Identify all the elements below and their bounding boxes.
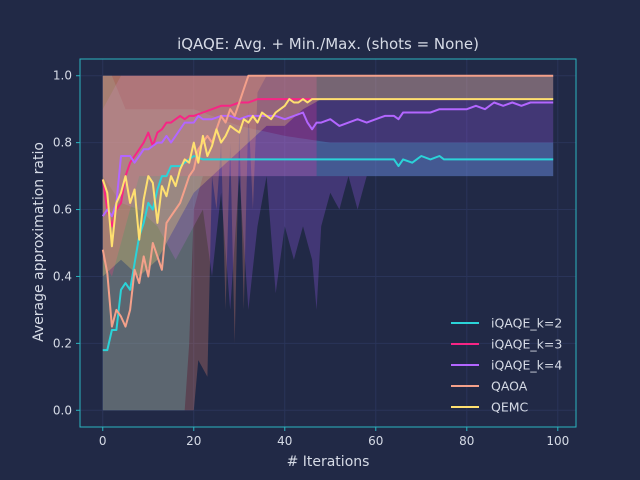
y-tick-label: 0.6 <box>53 203 72 217</box>
chart-title: iQAQE: Avg. + Min./Max. (shots = None) <box>177 35 479 53</box>
plot-frame <box>79 58 577 428</box>
legend-label: iQAQE_k=3 <box>491 337 562 352</box>
x-tick-label: 0 <box>99 434 107 448</box>
y-tick-label: 0.8 <box>53 136 72 150</box>
legend-label: iQAQE_k=2 <box>491 316 562 331</box>
y-tick-label: 0.0 <box>53 403 72 417</box>
y-tick-label: 1.0 <box>53 69 72 83</box>
x-tick-label: 80 <box>459 434 474 448</box>
x-axis-label: # Iterations <box>287 454 370 470</box>
qaoa-mean-line <box>101 74 554 328</box>
legend-label: QEMC <box>491 400 529 415</box>
grid <box>80 59 576 427</box>
x-tick-label: 20 <box>186 434 201 448</box>
y-tick-label: 0.4 <box>53 269 72 283</box>
iqaqe-k-4-mean-line <box>101 101 554 218</box>
y-axis-label: Average approximation ratio <box>31 142 47 342</box>
legend: iQAQE_k=2 iQAQE_k=3 iQAQE_k=4 QAOA QEMC <box>451 316 562 415</box>
axis-ticks: 0 20 40 60 80 100 0.0 0.2 0.4 0.6 0.8 1.0 <box>53 69 569 448</box>
x-tick-label: 100 <box>546 434 569 448</box>
iqaqe-k-2-mean-line <box>102 155 554 352</box>
qemc-minmax-band <box>102 75 554 277</box>
iqaqe-k-3-minmax-band <box>102 75 317 277</box>
iqaqe-k-3-mean-line <box>101 98 317 228</box>
y-tick-label: 0.2 <box>53 336 72 350</box>
x-tick-label: 40 <box>277 434 292 448</box>
legend-label: iQAQE_k=4 <box>491 358 562 373</box>
qemc-mean-line <box>101 98 554 248</box>
legend-label: QAOA <box>491 379 528 394</box>
mean-lines <box>101 74 554 352</box>
x-tick-label: 60 <box>368 434 383 448</box>
